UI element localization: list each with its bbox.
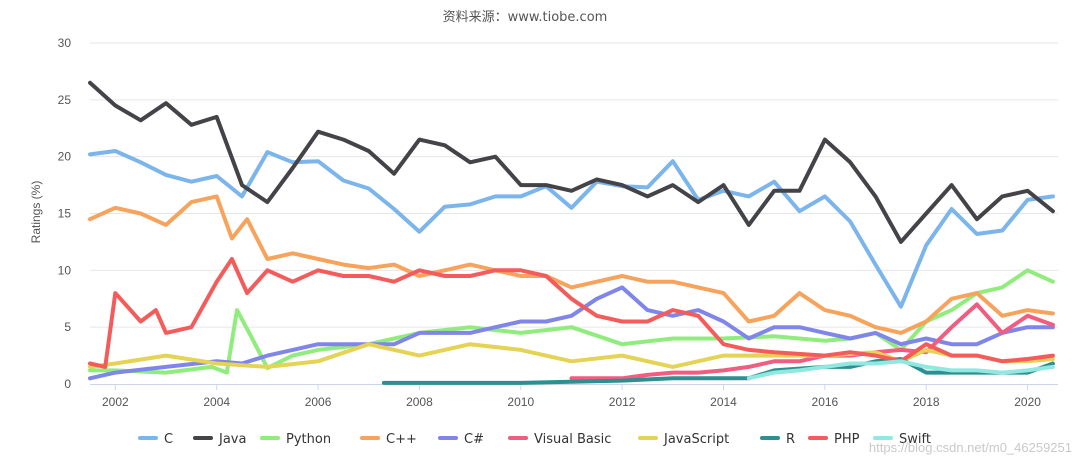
y-tick-label: 0 [64, 377, 71, 391]
y-axis-ticks: 0 5 10 15 20 25 30 [58, 36, 72, 391]
x-tick-label: 2006 [305, 395, 332, 409]
legend-label: Visual Basic [534, 432, 611, 447]
y-tick-label: 30 [58, 36, 72, 50]
y-axis-label: Ratings (%) [29, 181, 43, 244]
y-tick-label: 5 [64, 320, 71, 334]
x-tick-label: 2002 [102, 395, 129, 409]
x-tick-label: 2004 [203, 395, 230, 409]
x-axis-ticks: 2002 2004 2006 2008 2010 2012 2014 2016 2018 2020 [102, 384, 1041, 409]
legend-item-c[interactable]: C [138, 432, 173, 447]
legend-item-c-[interactable]: C# [438, 432, 484, 447]
series-lines [88, 80, 1055, 385]
legend-label: Python [286, 432, 331, 447]
legend-item-javascript[interactable]: JavaScript [638, 432, 729, 447]
series-line-python[interactable] [88, 268, 1055, 375]
legend-label: Java [218, 432, 246, 447]
legend-label: C++ [386, 432, 417, 447]
legend-item-r[interactable]: R [760, 432, 795, 447]
x-tick-label: 2020 [1014, 395, 1041, 409]
legend-label: C# [464, 432, 484, 447]
legend-item-swift[interactable]: Swift [873, 432, 931, 447]
series-line-java[interactable] [88, 80, 1055, 244]
legend-item-c-[interactable]: C++ [360, 432, 417, 447]
x-tick-label: 2008 [406, 395, 433, 409]
series-line-swift[interactable] [746, 359, 1055, 381]
legend-item-python[interactable]: Python [260, 432, 331, 447]
legend-label: R [786, 432, 795, 447]
series-line-visual-basic[interactable] [569, 302, 1055, 381]
legend-item-visual-basic[interactable]: Visual Basic [508, 432, 611, 447]
y-tick-label: 15 [58, 207, 72, 221]
legend-item-java[interactable]: Java [193, 432, 246, 447]
legend-item-php[interactable]: PHP [808, 432, 860, 447]
x-tick-label: 2012 [609, 395, 636, 409]
series-line-c-[interactable] [88, 194, 1055, 335]
x-tick-label: 2014 [710, 395, 737, 409]
y-tick-label: 25 [58, 93, 72, 107]
grid-lines [90, 42, 1058, 328]
chart-title: 资料来源：www.tiobe.com [443, 10, 608, 25]
legend-label: JavaScript [663, 432, 729, 447]
x-tick-label: 2010 [507, 395, 534, 409]
legend-label: PHP [834, 432, 860, 447]
x-tick-label: 2016 [812, 395, 839, 409]
legend: C Java Python C++ C# Visual Basic JavaScript R P… [138, 432, 931, 447]
legend-label: C [164, 432, 173, 447]
legend-label: Swift [899, 432, 931, 447]
y-tick-label: 10 [58, 263, 72, 277]
series-line-c-[interactable] [88, 285, 1055, 381]
y-tick-label: 20 [58, 150, 72, 164]
series-line-php[interactable] [88, 257, 1055, 369]
series-line-c[interactable] [88, 149, 1055, 309]
x-tick-label: 2018 [913, 395, 940, 409]
watermark: https://blog.csdn.net/m0_46259251 [869, 440, 1072, 455]
